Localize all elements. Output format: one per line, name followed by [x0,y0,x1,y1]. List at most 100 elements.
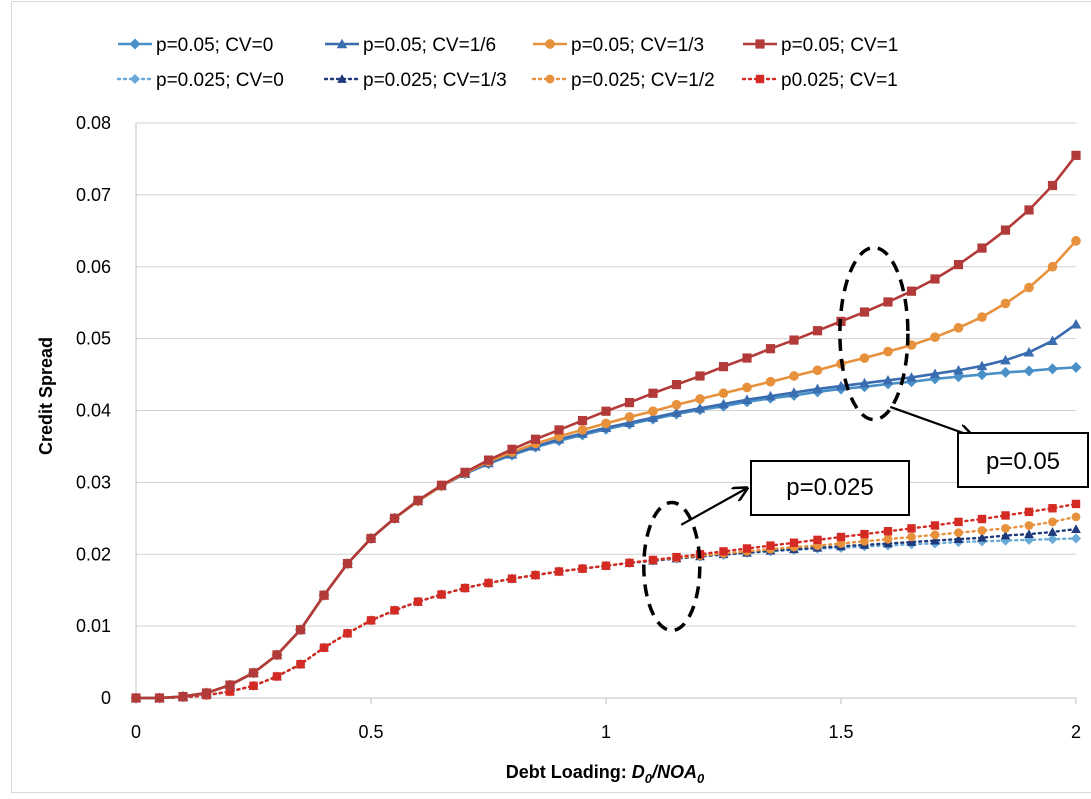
x-tick-label: 2 [1071,722,1081,742]
data-point [742,383,752,393]
data-point [907,533,916,542]
data-point [907,287,916,296]
data-point [883,297,892,306]
callout-label-p0025: p=0.025 [786,474,873,501]
data-point [508,574,516,582]
data-point [437,590,445,598]
data-point [813,326,822,335]
data-point [225,680,234,689]
data-point [977,312,987,322]
data-point [1048,517,1057,526]
data-point [131,693,140,702]
data-point [860,307,869,316]
data-point [319,591,328,600]
x-tick-label: 0 [131,722,141,742]
y-tick-label: 0.03 [76,472,111,492]
data-point [1072,500,1080,508]
data-point [1001,524,1010,533]
data-point [273,672,281,680]
legend-marker [546,75,555,84]
data-point [931,530,940,539]
data-point [625,412,635,422]
data-point [860,530,868,538]
data-point [930,332,940,342]
data-point [202,688,211,697]
data-point [719,547,727,555]
data-point [837,533,845,541]
x-tick-label: 1.5 [828,722,853,742]
data-point [390,514,399,523]
chart-border [12,2,1091,793]
data-point [766,541,774,549]
legend-label: p=0.05; CV=0 [156,35,273,56]
data-point [578,416,587,425]
legend-label: p=0.05; CV=1 [781,35,898,56]
x-axis-title-var1: D [632,762,645,782]
data-point [296,625,305,634]
data-point [531,571,539,579]
data-point [789,371,799,381]
data-point [555,567,563,575]
legend-marker [545,39,555,49]
data-point [883,347,893,357]
x-tick-label: 0.5 [358,722,383,742]
data-point [320,643,328,651]
data-point [484,455,493,464]
data-point [367,616,375,624]
x-axis-title-sub2: 0 [697,771,705,786]
x-tick-label: 1 [601,722,611,742]
data-point [437,481,446,490]
data-point [695,394,705,404]
data-point [390,606,398,614]
data-point [249,682,257,690]
data-point [625,559,633,567]
data-point [954,260,963,269]
y-axis-title: Credit Spread [36,337,56,455]
data-point [884,527,892,535]
data-point [884,535,893,544]
y-tick-label: 0.06 [76,257,111,277]
x-axis-title-main: Debt Loading: [506,762,632,782]
data-point [860,353,870,363]
y-tick-label: 0.08 [76,113,111,133]
data-point [1048,262,1058,272]
x-axis-title-var2: /NOA [651,762,697,782]
data-point [954,528,963,537]
data-point [602,562,610,570]
data-point [155,693,164,702]
data-point [648,389,657,398]
y-tick-label: 0.02 [76,544,111,564]
data-point [930,274,939,283]
data-point [1025,508,1033,516]
data-point [672,380,681,389]
data-point [672,400,682,410]
y-tick-label: 0.04 [76,401,111,421]
data-point [1048,181,1057,190]
data-point [1024,283,1034,293]
data-point [743,544,751,552]
data-point [460,468,469,477]
legend-label: p=0.025; CV=1/2 [571,70,715,91]
legend-label: p=0.05; CV=1/3 [571,35,704,56]
y-tick-label: 0.05 [76,329,111,349]
data-point [813,536,821,544]
data-point [789,335,798,344]
data-point [554,425,563,434]
data-point [249,668,258,677]
legend-label: p=0.05; CV=1/6 [363,35,496,56]
legend-label: p=0.025; CV=0 [156,70,284,91]
data-point [272,650,281,659]
y-tick-label: 0 [101,688,111,708]
data-point [578,425,588,435]
data-point [672,553,680,561]
data-point [1071,151,1080,160]
legend-marker [756,75,764,83]
data-point [1072,512,1081,521]
data-point [695,371,704,380]
legend-label: p0.025; CV=1 [781,70,898,91]
data-point [1071,236,1081,246]
data-point [461,584,469,592]
y-tick-labels: 00.010.020.030.040.050.060.070.08 [76,113,111,708]
data-point [977,243,986,252]
